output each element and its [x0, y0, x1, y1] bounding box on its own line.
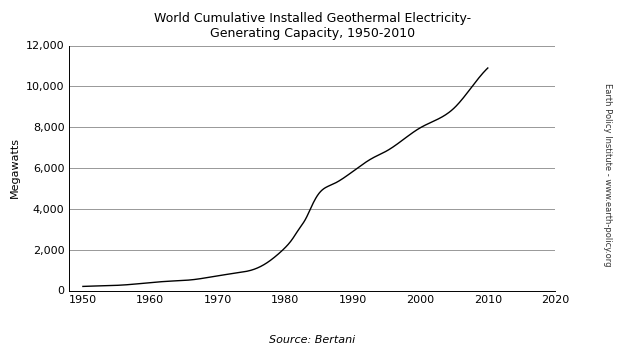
Title: World Cumulative Installed Geothermal Electricity-
Generating Capacity, 1950-201: World Cumulative Installed Geothermal El… — [154, 12, 471, 40]
Text: Source: Bertani: Source: Bertani — [269, 335, 355, 345]
Y-axis label: Megawatts: Megawatts — [10, 138, 20, 198]
Text: Earth Policy Institute - www.earth-policy.org: Earth Policy Institute - www.earth-polic… — [603, 83, 611, 267]
